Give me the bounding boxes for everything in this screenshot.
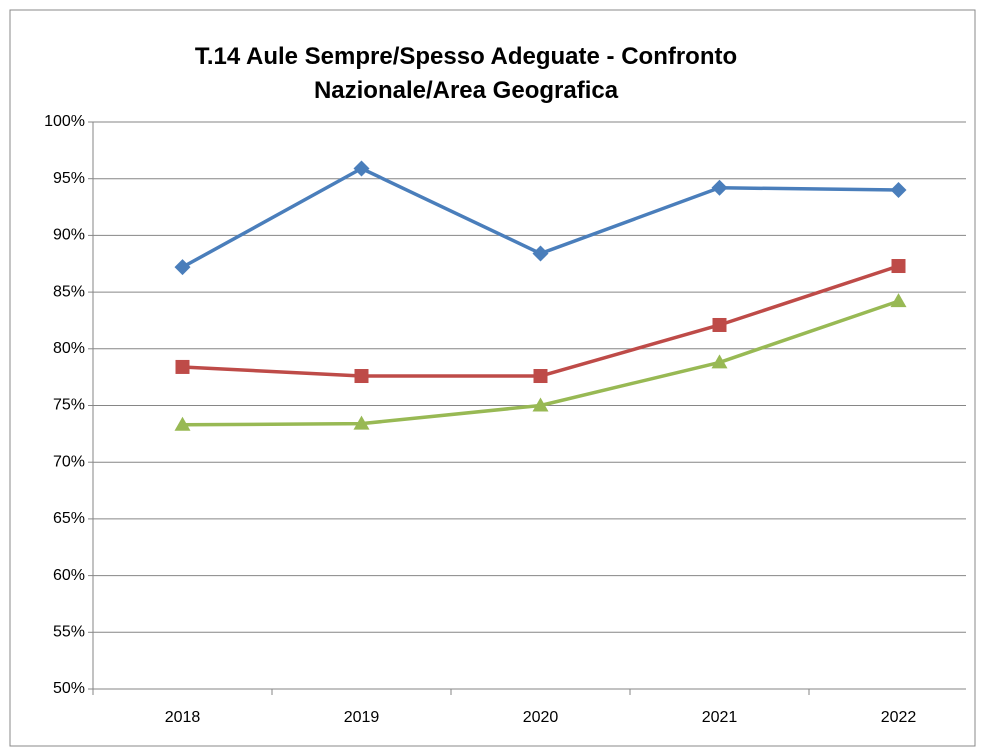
marker	[532, 245, 549, 262]
chart-border	[9, 9, 976, 747]
marker	[712, 317, 727, 332]
marker	[353, 160, 370, 177]
y-tick-label: 50%	[53, 680, 85, 697]
marker	[711, 354, 728, 369]
x-tick-label: 2019	[344, 709, 380, 726]
y-tick-label: 90%	[53, 227, 85, 244]
y-tick-label: 85%	[53, 283, 85, 300]
chart-title: T.14 Aule Sempre/Spesso Adeguate - Confr…	[194, 43, 738, 104]
marker	[353, 415, 370, 430]
x-tick-label: 2022	[881, 709, 917, 726]
marker	[891, 259, 906, 274]
marker	[175, 359, 190, 374]
marker	[533, 369, 548, 384]
marker	[174, 259, 191, 276]
y-tick-label: 65%	[53, 510, 85, 527]
marker	[890, 293, 907, 308]
x-tick-label: 2020	[523, 709, 559, 726]
y-tick-label: 60%	[53, 567, 85, 584]
marker	[532, 397, 549, 412]
marker	[174, 416, 191, 431]
marker	[890, 182, 907, 199]
series-line	[182, 264, 900, 378]
y-tick-label: 80%	[53, 340, 85, 357]
y-tick-label: 95%	[53, 170, 85, 187]
x-tick-label: 2021	[702, 709, 738, 726]
y-tick-label: 100%	[44, 113, 85, 130]
y-tick-label: 55%	[53, 624, 85, 641]
marker	[711, 179, 728, 196]
marker	[354, 369, 369, 384]
y-tick-label: 70%	[53, 453, 85, 470]
x-tick-label: 2018	[165, 709, 201, 726]
y-tick-label: 75%	[53, 397, 85, 414]
